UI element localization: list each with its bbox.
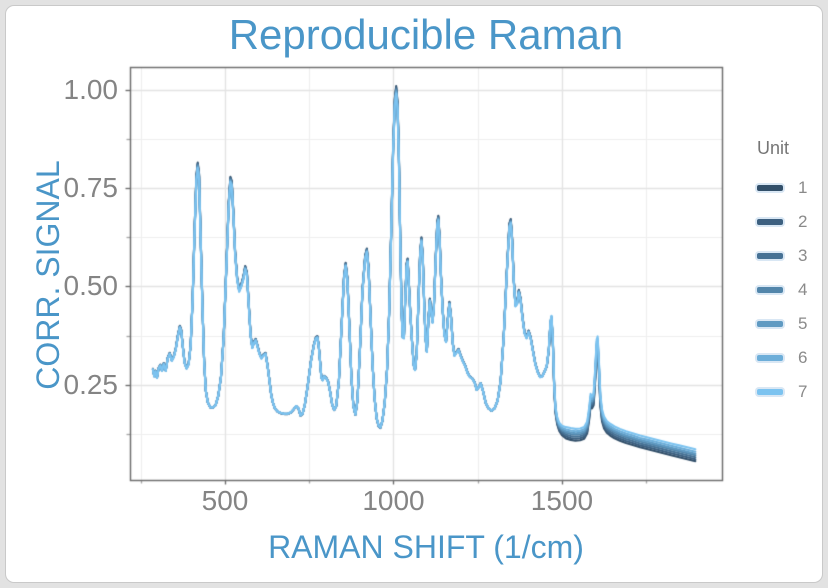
raman-spectra-plot-canvas xyxy=(0,0,828,588)
raman-chart-window: { "figure": { "title": "Reproducible Ram… xyxy=(0,0,828,588)
